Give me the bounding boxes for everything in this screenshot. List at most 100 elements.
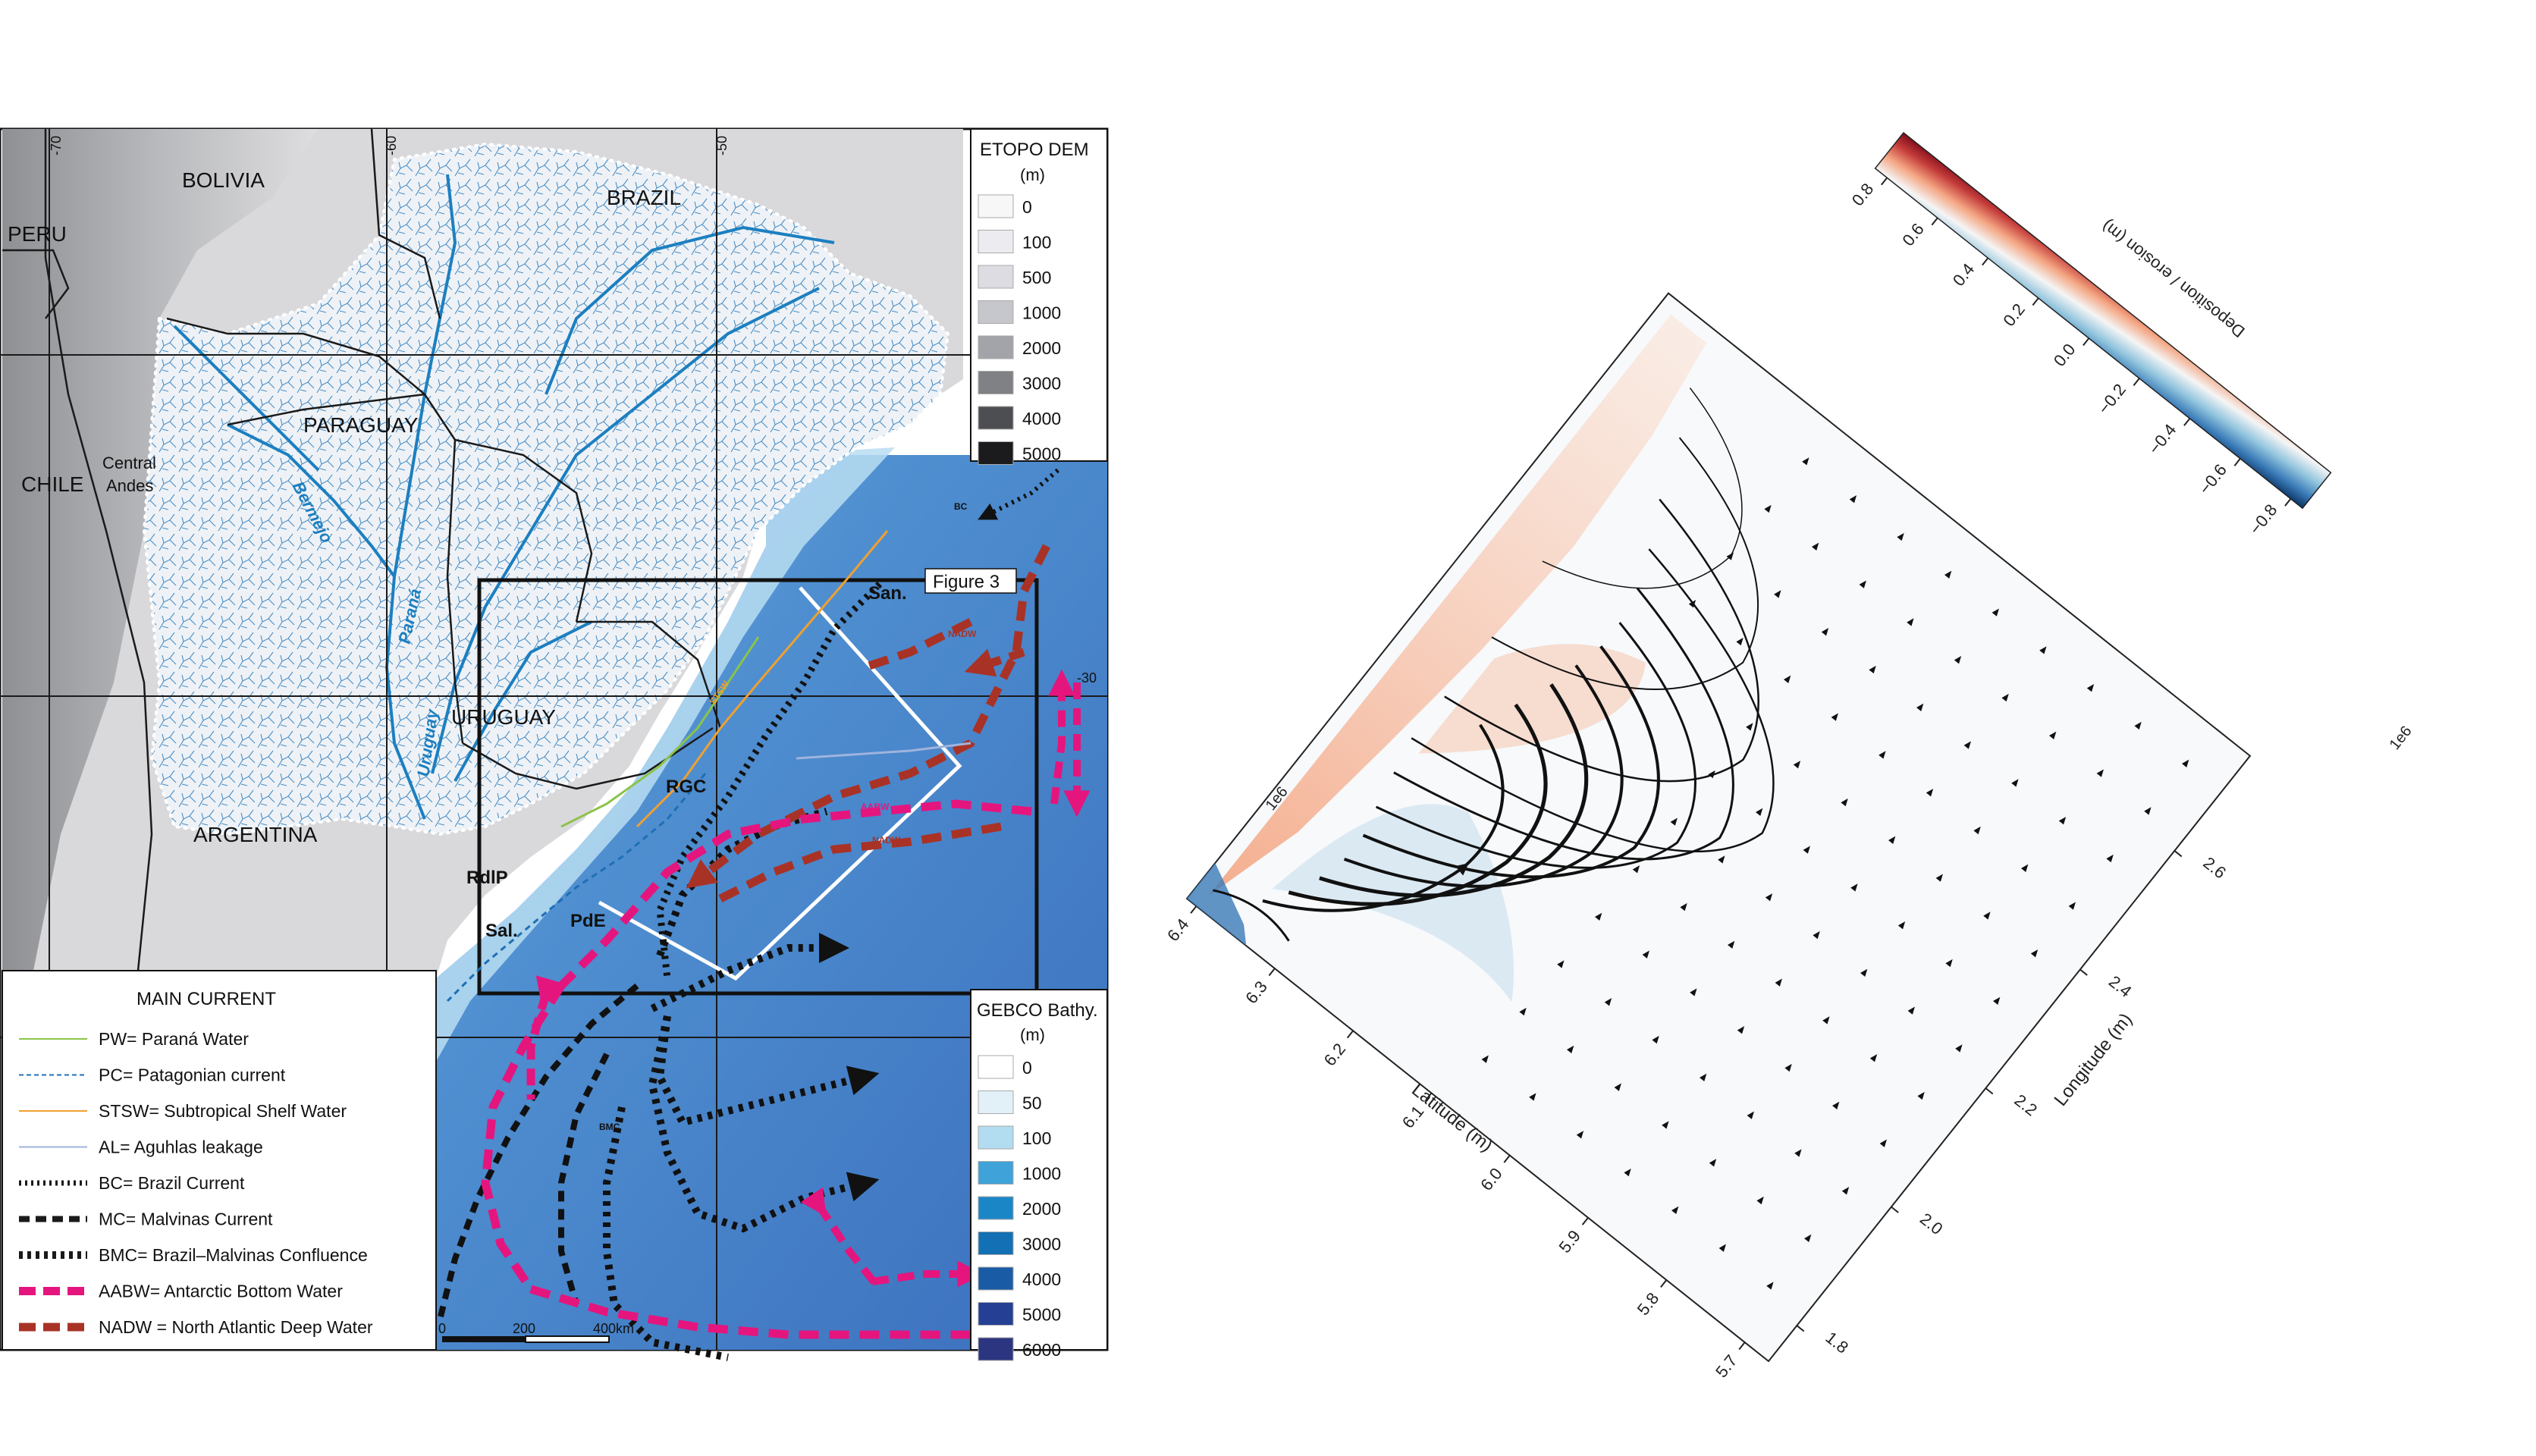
vector-arrow xyxy=(1755,808,1763,817)
colorbar-tick-label: 0.6 xyxy=(1898,220,1928,250)
vector-arrow xyxy=(1642,950,1649,959)
vector-arrow xyxy=(1993,996,2001,1006)
gebco-value: 5000 xyxy=(1022,1305,1061,1325)
scale-200: 200 xyxy=(513,1321,535,1336)
study-area-outline xyxy=(598,586,962,981)
vector-arrow xyxy=(2011,779,2019,787)
latitude-tick xyxy=(1581,1217,1589,1225)
etopo-value: 2000 xyxy=(1022,338,1061,358)
label-rgc: RGC xyxy=(666,777,706,797)
latitude-tick-label: 6.0 xyxy=(1477,1164,1506,1194)
vector-arrow xyxy=(1594,912,1602,921)
vector-arrow xyxy=(1662,1121,1669,1129)
vector-arrow xyxy=(1690,988,1697,996)
latitude-tick xyxy=(1346,1030,1354,1039)
label-lon-50: -50 xyxy=(714,136,730,155)
vector-arrow xyxy=(1688,600,1696,608)
vector-arrow xyxy=(1888,836,1896,844)
vector-arrow xyxy=(1907,618,1914,626)
label-san: San. xyxy=(868,583,907,604)
label-lon-60: -60 xyxy=(384,136,399,155)
gebco-value: 0 xyxy=(1022,1058,1032,1078)
label-sal: Sal. xyxy=(485,921,518,941)
label-chile: CHILE xyxy=(21,472,83,496)
latitude-tick xyxy=(1503,1154,1511,1163)
etopo-swatch xyxy=(978,441,1014,465)
vector-arrow xyxy=(1897,921,1906,930)
current-legend-label: BMC= Brazil–Malvinas Confluence xyxy=(99,1245,368,1265)
plot-axes: 1.82.02.22.42.6 5.75.85.96.06.16.26.36.4 xyxy=(1163,292,2252,1382)
plot-area xyxy=(1185,292,2252,1363)
la-plata-basin xyxy=(142,142,950,836)
latitude-tick xyxy=(1268,968,1276,977)
colorbar-tick xyxy=(1931,217,1938,226)
current-legend-label: STSW= Subtropical Shelf Water xyxy=(99,1101,347,1121)
vector-arrow xyxy=(1727,940,1735,949)
vector-arrow xyxy=(1765,893,1773,902)
vector-arrow xyxy=(1566,1045,1574,1054)
vector-arrow xyxy=(2144,807,2152,815)
etopo-legend: ETOPO DEM (m) 0 100 500 1000 2000 3000 4000 500… xyxy=(970,128,1108,465)
etopo-title: ETOPO DEM xyxy=(980,140,1089,160)
gebco-value: 2000 xyxy=(1022,1199,1061,1219)
vector-arrow xyxy=(1859,580,1866,588)
label-paraguay: PARAGUAY xyxy=(303,413,419,437)
vector-arrow xyxy=(1746,723,1753,731)
vector-field xyxy=(1481,457,2189,1290)
vector-arrow xyxy=(1671,1206,1679,1215)
tag-bc: BC xyxy=(954,501,968,512)
vector-arrow xyxy=(1991,608,1999,617)
region-labels: Central Andes Figure 3 RdlP Sal. PdE RGC… xyxy=(102,453,1017,941)
vector-arrow xyxy=(1945,959,1953,968)
latitude-tick xyxy=(1660,1279,1668,1288)
vector-arrow xyxy=(1614,1083,1621,1091)
label-andes: Andes xyxy=(106,476,153,495)
colorbar-tick-label: 0.0 xyxy=(2050,340,2079,370)
vector-arrow xyxy=(2134,721,2142,730)
colorbar-tick-label: −0.8 xyxy=(2246,500,2281,538)
etopo-value: 100 xyxy=(1022,233,1051,253)
colorbar: 0.80.60.40.20.0−0.2−0.4−0.6−0.8 Depositi… xyxy=(1848,131,2332,538)
current-legend-label: MC= Malvinas Current xyxy=(99,1210,273,1229)
vector-arrow xyxy=(1764,504,1772,513)
vector-arrow xyxy=(1726,552,1734,560)
vector-arrow xyxy=(1841,798,1848,807)
gebco-swatch xyxy=(978,1125,1014,1150)
vector-arrow xyxy=(1519,1007,1527,1016)
vector-arrow xyxy=(1736,637,1744,646)
vector-arrow xyxy=(1860,968,1868,977)
current-legend-label: BC= Brazil Current xyxy=(99,1173,245,1193)
deposition-patch xyxy=(1418,644,1646,754)
erosion-edge xyxy=(1187,862,1247,946)
etopo-value: 4000 xyxy=(1022,409,1061,428)
latitude-tick xyxy=(1425,1092,1433,1101)
gebco-value: 50 xyxy=(1022,1094,1042,1113)
label-figure3: Figure 3 xyxy=(933,572,1000,592)
colorbar-ticks: 0.8 0.6 0.4 0.2 0.0 −0.2 −0.4 −0.6 −0.8 xyxy=(1848,177,2292,538)
latitude-tick xyxy=(1190,905,1197,914)
vector-arrow xyxy=(1708,770,1715,779)
latitude-tick-label: 5.7 xyxy=(1712,1351,1741,1382)
etopo-swatch xyxy=(978,194,1014,218)
vector-arrow xyxy=(1624,1168,1631,1177)
etopo-swatch xyxy=(978,265,1014,289)
vector-arrow xyxy=(2001,693,2009,702)
deposition-plot: 1.82.02.22.42.6 5.75.85.96.06.16.26.36.4… xyxy=(1163,131,2415,1382)
vector-arrow xyxy=(1907,1006,1915,1015)
current-legend: MAIN CURRENT PW= Paraná Water PC= Patagon… xyxy=(2,970,437,1351)
vector-arrow xyxy=(1869,1054,1878,1062)
vector-arrow xyxy=(1926,789,1934,797)
vector-arrow xyxy=(1529,1093,1536,1101)
label-lat-30: -30 xyxy=(1077,670,1097,686)
colorbar-tick xyxy=(2233,458,2241,466)
label-central: Central xyxy=(102,453,156,472)
gebco-swatch xyxy=(978,1055,1014,1079)
vector-arrow xyxy=(1983,912,1991,920)
latitude-tick-label: 5.8 xyxy=(1634,1289,1663,1320)
colorbar-tick-label: 0.2 xyxy=(1999,300,2029,330)
label-brazil: BRAZIL xyxy=(607,186,681,209)
vector-arrow xyxy=(1831,713,1838,721)
vector-arrow xyxy=(1841,1187,1850,1195)
etopo-value: 1000 xyxy=(1022,303,1061,323)
label-pde: PdE xyxy=(570,911,606,931)
